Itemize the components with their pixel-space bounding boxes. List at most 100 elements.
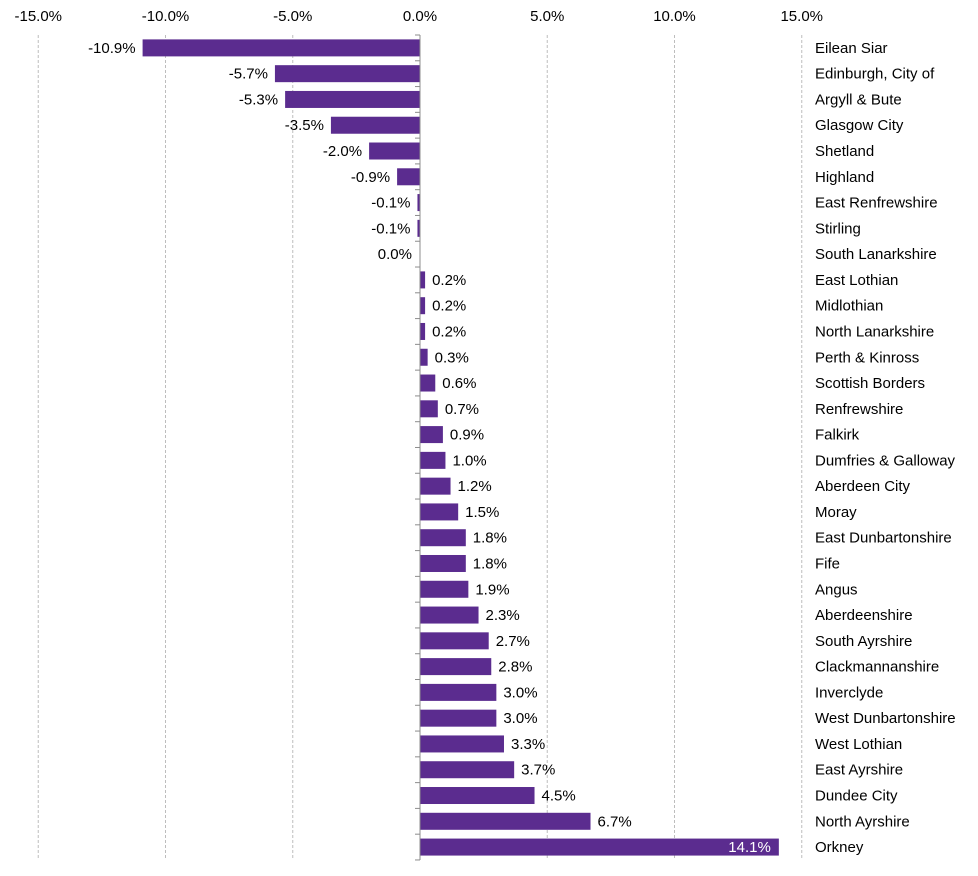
bar [420, 529, 466, 547]
zero-axis [415, 34, 421, 861]
category-label: Eilean Siar [815, 40, 888, 57]
x-axis-ticks: -15.0% -10.0% -5.0% 0.0% 5.0% 10.0% 15.0% [14, 8, 823, 25]
category-label: Orkney [815, 839, 864, 856]
category-label: North Ayrshire [815, 813, 910, 830]
category-label: East Renfrewshire [815, 195, 938, 212]
category-labels: Eilean Siar Edinburgh, City of Argyll & Bu… [815, 40, 956, 856]
bar [420, 812, 591, 830]
data-label: 0.2% [432, 323, 466, 340]
x-tick-label: -10.0% [142, 8, 190, 25]
category-label: Inverclyde [815, 684, 883, 701]
data-label: 2.3% [486, 607, 520, 624]
category-label: South Ayrshire [815, 633, 912, 650]
data-label: 1.9% [475, 581, 509, 598]
category-label: Scottish Borders [815, 375, 925, 392]
x-tick-label: -15.0% [14, 8, 62, 25]
x-tick-label: -5.0% [273, 8, 312, 25]
data-label: -10.9% [88, 40, 136, 57]
data-label: 0.3% [435, 349, 469, 366]
category-label: Angus [815, 581, 858, 598]
gridlines [37, 35, 803, 860]
data-label: 3.0% [503, 710, 537, 727]
category-label: East Lothian [815, 272, 898, 289]
data-label: 0.6% [442, 375, 476, 392]
data-label: 3.7% [521, 762, 555, 779]
bar [417, 194, 420, 212]
data-label: 0.9% [450, 427, 484, 444]
bar [274, 65, 420, 83]
x-tick-label: 15.0% [780, 8, 823, 25]
bar [369, 142, 420, 160]
data-label: 1.8% [473, 530, 507, 547]
bar [420, 451, 446, 469]
bar [420, 683, 497, 701]
bar [420, 348, 428, 366]
category-label: Moray [815, 504, 857, 521]
data-label: 1.8% [473, 555, 507, 572]
category-label: North Lanarkshire [815, 323, 934, 340]
data-label: -2.0% [323, 143, 362, 160]
data-label: -5.7% [229, 66, 268, 83]
bar [420, 735, 504, 753]
data-label: 0.2% [432, 298, 466, 315]
category-label: Fife [815, 555, 840, 572]
bar [142, 39, 420, 57]
category-label: South Lanarkshire [815, 246, 937, 263]
bar [285, 90, 420, 108]
data-label: 0.0% [378, 246, 412, 263]
category-label: East Dunbartonshire [815, 530, 952, 547]
category-label: Edinburgh, City of [815, 66, 935, 83]
bar [420, 322, 426, 340]
bar [330, 116, 420, 134]
data-label: 1.5% [465, 504, 499, 521]
data-label: 1.2% [458, 478, 492, 495]
bar [420, 400, 438, 418]
bars [142, 39, 779, 856]
category-label: West Dunbartonshire [815, 710, 956, 727]
bar [420, 606, 479, 624]
bar [420, 477, 451, 495]
bar [420, 787, 535, 805]
data-label: -5.3% [239, 91, 278, 108]
bar [420, 426, 443, 444]
data-label: 3.3% [511, 736, 545, 753]
category-label: Aberdeen City [815, 478, 911, 495]
category-label: Perth & Kinross [815, 349, 919, 366]
data-labels: -10.9% -5.7% -5.3% -3.5% -2.0% -0.9% -0.1% -0.1… [88, 40, 771, 856]
bar [420, 503, 459, 521]
data-label: -3.5% [285, 117, 324, 134]
x-tick-label: 5.0% [530, 8, 564, 25]
category-label: Renfrewshire [815, 401, 903, 418]
category-label: Stirling [815, 220, 861, 237]
category-label: Falkirk [815, 427, 860, 444]
bar [420, 709, 497, 727]
category-label: Dumfries & Galloway [815, 452, 956, 469]
bar [420, 632, 489, 650]
category-label: Midlothian [815, 298, 883, 315]
data-label: -0.1% [371, 195, 410, 212]
bar [420, 838, 779, 856]
category-label: East Ayrshire [815, 762, 903, 779]
category-label: West Lothian [815, 736, 902, 753]
bar [420, 580, 469, 598]
data-label: 0.2% [432, 272, 466, 289]
category-label: Shetland [815, 143, 874, 160]
data-label: 0.7% [445, 401, 479, 418]
data-label: -0.1% [371, 220, 410, 237]
category-label: Clackmannanshire [815, 659, 939, 676]
x-tick-label: 0.0% [403, 8, 437, 25]
category-label: Dundee City [815, 788, 898, 805]
category-label: Highland [815, 169, 874, 186]
bar [420, 658, 492, 676]
bar [420, 374, 436, 392]
category-label: Glasgow City [815, 117, 904, 134]
bar [420, 271, 426, 289]
x-tick-label: 10.0% [653, 8, 696, 25]
bar [397, 168, 420, 186]
bar [420, 554, 466, 572]
data-label: 6.7% [598, 813, 632, 830]
category-label: Aberdeenshire [815, 607, 913, 624]
data-label: 2.8% [498, 659, 532, 676]
bar [417, 219, 420, 237]
